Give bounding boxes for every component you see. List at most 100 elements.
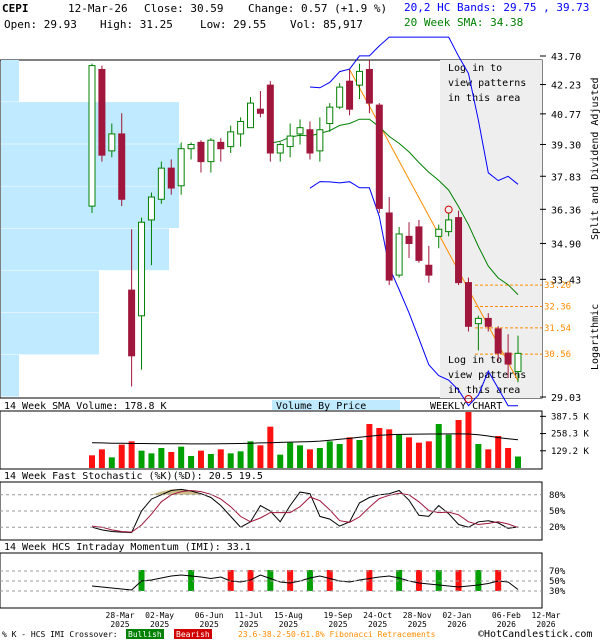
candle-bullish	[296, 127, 304, 135]
date-label: 11-Jul	[234, 611, 263, 620]
candle-bullish	[336, 86, 344, 108]
candle-bullish	[108, 133, 116, 152]
weekly-chart-label: WEEKLY CHART	[430, 401, 502, 412]
date-axis: 28-Mar202502-May202506-Jun202511-Jul2025…	[106, 611, 561, 629]
volume-by-price-bg	[272, 400, 400, 410]
date-label: 24-Oct	[363, 611, 392, 620]
logarithmic-label: Logarithmic	[590, 304, 600, 370]
candle-bullish	[286, 135, 294, 148]
volume-bar	[247, 441, 254, 468]
price-panel: Log in to view patterns in this area Log i…	[0, 36, 581, 407]
vbp-bar	[1, 312, 99, 355]
date-year-label: 2025	[239, 620, 258, 629]
candle-bullish	[237, 120, 245, 135]
vbp-bar	[1, 270, 99, 313]
imi-axis: 70%50%30%	[0, 567, 566, 597]
reversal-marker	[444, 205, 453, 214]
date-year-label: 2025	[110, 620, 129, 629]
volume-bar	[148, 453, 155, 468]
copyright: ©HotCandlestick.com	[478, 629, 592, 640]
stochastic-lines	[91, 488, 519, 534]
volume-tick-label: 258.3 K	[551, 430, 590, 440]
price-tick-label: 39.30	[551, 140, 581, 151]
imi-panel: 14 Week HCS Intraday Momentum (IMI): 33.…	[0, 542, 566, 609]
candle-bullish	[435, 228, 443, 237]
candle-bearish	[504, 352, 512, 365]
date-year-label: 2026	[497, 620, 516, 629]
volume-bar	[515, 456, 521, 468]
fib-label: 30.56	[544, 350, 571, 360]
candle-bullish	[445, 219, 453, 233]
candle-bearish	[494, 328, 502, 354]
date-year-label: 2025	[279, 620, 298, 629]
imi-tick-label: 70%	[549, 567, 566, 577]
volume-bar	[316, 448, 323, 468]
candle-bearish	[167, 167, 175, 189]
volume-bar	[495, 436, 502, 468]
legend-bullish-swatch	[126, 629, 164, 639]
volume-bar	[356, 440, 363, 468]
stoch-tick-label: 80%	[549, 491, 566, 501]
imi-bearish-bar	[366, 570, 373, 591]
low-value: Low: 29.55	[200, 18, 266, 31]
volume-bars	[89, 412, 521, 468]
fib-label: 32.36	[544, 302, 571, 312]
volume-bar	[227, 453, 234, 468]
volume-bar	[485, 449, 492, 468]
candle-bullish	[138, 221, 146, 317]
close-value: Close: 30.59	[144, 2, 223, 15]
date-label: 15-Aug	[274, 611, 303, 620]
candle-bearish	[385, 212, 393, 281]
volume-tick-label: 129.2 K	[551, 447, 590, 457]
candle-bearish	[375, 104, 383, 209]
volume-bar	[197, 450, 204, 468]
volume-bar	[435, 424, 442, 468]
vbp-bar	[1, 60, 19, 102]
volume-bar	[168, 452, 175, 468]
volume-bar	[366, 424, 373, 468]
volume-bar	[89, 455, 95, 468]
volume-tick-label: 387.5 K	[551, 412, 590, 422]
stochastic-title: 14 Week Fast Stochastic (%K)(%D): 20.5 1…	[4, 471, 263, 482]
stochastic-axis: 80% 50% 20%	[0, 491, 566, 533]
candle-bearish	[98, 68, 106, 156]
sma-value: 20 Week SMA: 34.38	[404, 16, 523, 29]
imi-tick-label: 50%	[549, 577, 566, 587]
volume-value: Vol: 85,917	[290, 18, 363, 31]
imi-line	[91, 574, 519, 591]
candle-bullish	[177, 148, 185, 187]
date-year-label: 2025	[328, 620, 347, 629]
volume-panel: 14 Week SMA Volume: 178.8 K Volume By Pr…	[0, 400, 590, 470]
bands-value: 20,2 HC Bands: 29.75 , 39.73	[404, 1, 589, 14]
imi-bearish-bar	[326, 570, 333, 591]
volume-bar	[138, 450, 145, 468]
login-note-bottom: Log in to view patterns in this area	[448, 355, 526, 396]
volume-bar	[158, 448, 165, 468]
candle-bearish	[464, 282, 472, 327]
candle-bullish	[514, 352, 522, 373]
stoch-tick-label: 50%	[549, 507, 566, 517]
candle-bearish	[415, 226, 423, 261]
candle-bearish	[256, 108, 264, 114]
date-label: 12-Mar	[532, 611, 561, 620]
price-tick-label: 43.70	[551, 52, 581, 63]
volume-bar	[465, 412, 472, 468]
imi-bullish-bar	[396, 570, 403, 591]
price-axis: 43.70 42.23 40.77 39.30 37.83 36.36 34.90 33.43…	[540, 52, 581, 404]
date-label: 06-Jun	[195, 611, 224, 620]
stoch-d-line	[91, 489, 519, 533]
volume-sma-line	[91, 433, 519, 445]
date-year-label: 2026	[536, 620, 555, 629]
fib-label: 33.20	[544, 281, 571, 291]
volume-bar	[425, 441, 432, 468]
price-tick-label: 40.77	[551, 110, 581, 121]
candle-bearish	[217, 141, 225, 150]
volume-bar	[118, 444, 125, 468]
candle-bearish	[484, 317, 492, 327]
legend-bearish-swatch	[174, 629, 212, 639]
imi-bearish-bar	[415, 570, 422, 591]
candle-bearish	[365, 68, 373, 104]
legend-fibonacci: 23.6-38.2-50-61.8% Fibonacci Retracement…	[238, 630, 436, 639]
volume-bar	[188, 456, 195, 468]
